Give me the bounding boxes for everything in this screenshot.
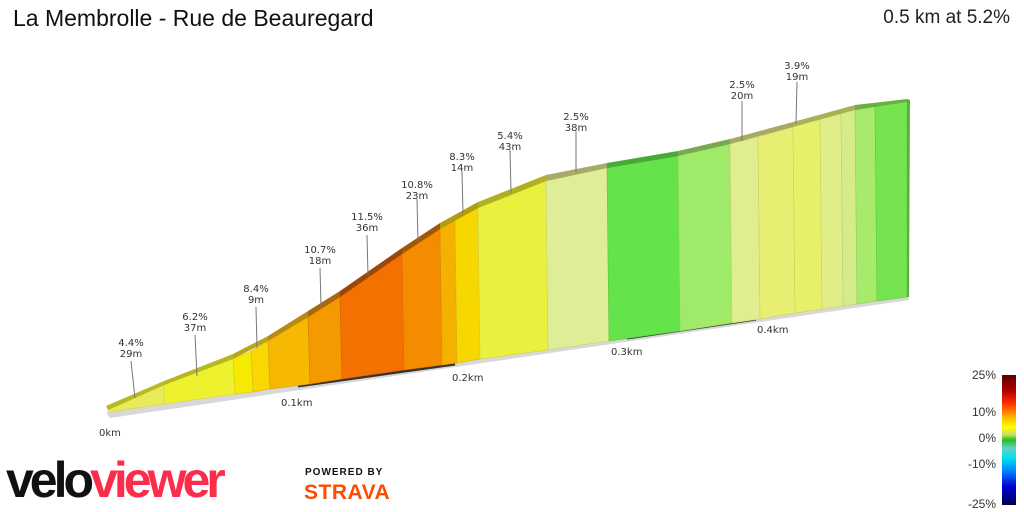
svg-text:38m: 38m bbox=[565, 123, 587, 134]
svg-text:8.3%: 8.3% bbox=[449, 152, 474, 163]
svg-text:8.4%: 8.4% bbox=[243, 284, 268, 295]
svg-text:20m: 20m bbox=[731, 91, 753, 102]
callout-8: 5.4% 43m bbox=[497, 131, 523, 194]
svg-text:23m: 23m bbox=[406, 191, 428, 202]
veloviewer-logo[interactable]: veloviewer bbox=[6, 452, 226, 508]
svg-text:10.8%: 10.8% bbox=[401, 180, 433, 191]
tick-0.4km: 0.4km bbox=[757, 325, 788, 336]
svg-text:9m: 9m bbox=[248, 295, 264, 306]
svg-text:-25%: -25% bbox=[968, 497, 996, 511]
svg-text:2.5%: 2.5% bbox=[563, 112, 588, 123]
callout-7: 8.3% 14m bbox=[449, 152, 475, 215]
callout-11: 3.9% 19m bbox=[784, 61, 810, 125]
gradient-color-legend: 25% 10% 0% -10% -25% bbox=[968, 368, 1016, 511]
chart-title: La Membrolle - Rue de Beauregard bbox=[13, 5, 374, 31]
svg-text:6.2%: 6.2% bbox=[182, 312, 207, 323]
tick-0.3km: 0.3km bbox=[611, 347, 642, 358]
segment-callouts: 4.4% 29m 6.2% 37m 8.4% 9m 10.7% 18m 11.5… bbox=[118, 61, 810, 399]
svg-text:11.5%: 11.5% bbox=[351, 212, 383, 223]
callout-3: 8.4% 9m bbox=[243, 284, 269, 349]
svg-text:43m: 43m bbox=[499, 142, 521, 153]
svg-text:19m: 19m bbox=[786, 72, 808, 83]
callout-9: 2.5% 38m bbox=[563, 112, 589, 172]
svg-text:0%: 0% bbox=[979, 431, 997, 445]
svg-text:10%: 10% bbox=[972, 405, 996, 419]
svg-text:4.4%: 4.4% bbox=[118, 338, 143, 349]
svg-text:36m: 36m bbox=[356, 223, 378, 234]
climb-summary: 0.5 km at 5.2% bbox=[883, 7, 1010, 28]
svg-text:3.9%: 3.9% bbox=[784, 61, 809, 72]
svg-text:37m: 37m bbox=[184, 323, 206, 334]
callout-10: 2.5% 20m bbox=[729, 80, 755, 141]
svg-text:25%: 25% bbox=[972, 368, 996, 382]
strava-logo[interactable]: STRAVA bbox=[304, 481, 391, 504]
gradient-bands bbox=[107, 101, 908, 413]
tick-0.2km: 0.2km bbox=[452, 373, 483, 384]
callout-6: 10.8% 23m bbox=[401, 180, 433, 243]
callout-5: 11.5% 36m bbox=[351, 212, 383, 277]
svg-text:10.7%: 10.7% bbox=[304, 245, 336, 256]
svg-text:-10%: -10% bbox=[968, 457, 996, 471]
tick-0km: 0km bbox=[99, 428, 121, 439]
powered-by-label: POWERED BY bbox=[305, 467, 384, 478]
callout-4: 10.7% 18m bbox=[304, 245, 336, 307]
svg-text:2.5%: 2.5% bbox=[729, 80, 754, 91]
tick-0.1km: 0.1km bbox=[281, 398, 312, 409]
svg-text:14m: 14m bbox=[451, 163, 473, 174]
profile-top-surface bbox=[106, 99, 910, 410]
svg-text:5.4%: 5.4% bbox=[497, 131, 522, 142]
svg-text:18m: 18m bbox=[309, 256, 331, 267]
svg-text:29m: 29m bbox=[120, 349, 142, 360]
x-axis-labels: 0km 0.1km 0.2km 0.3km 0.4km bbox=[99, 325, 788, 439]
callout-2: 6.2% 37m bbox=[182, 312, 208, 377]
callout-1: 4.4% 29m bbox=[118, 338, 144, 399]
